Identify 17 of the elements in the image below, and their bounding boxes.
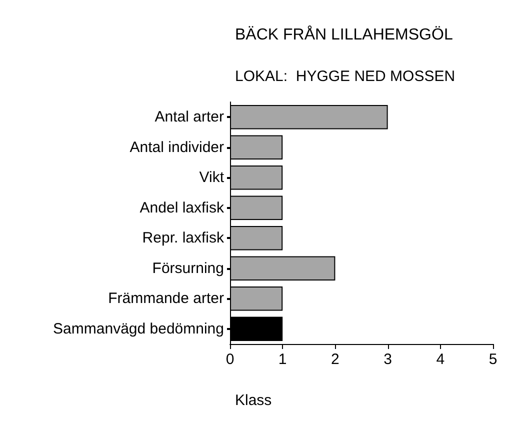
y-tick-label: Antal individer bbox=[130, 138, 224, 156]
x-tick-label: 3 bbox=[384, 351, 392, 368]
x-tick-label: 0 bbox=[226, 351, 234, 368]
x-tick-label: 1 bbox=[278, 351, 287, 368]
chart-title: BÄCK FRÅN LILLAHEMSGÖL bbox=[235, 26, 453, 44]
y-tick-label: Vikt bbox=[199, 169, 225, 186]
y-tick-label: Andel laxfisk bbox=[140, 199, 224, 216]
y-tick-label: Främmande arter bbox=[108, 290, 224, 308]
y-tick-label: Antal arter bbox=[154, 108, 224, 126]
y-tick-label: Sammanvägd bedömning bbox=[53, 320, 224, 338]
x-tick-label: 4 bbox=[436, 351, 445, 368]
x-axis-title: Klass bbox=[235, 392, 272, 409]
x-tick-label: 5 bbox=[488, 351, 498, 368]
y-tick-label: Repr. laxfisk bbox=[142, 230, 224, 247]
chart-subtitle: LOKAL: HYGGE NED MOSSEN bbox=[235, 68, 456, 85]
y-tick-label: Försurning bbox=[152, 260, 224, 277]
x-tick-label: 2 bbox=[331, 351, 340, 368]
